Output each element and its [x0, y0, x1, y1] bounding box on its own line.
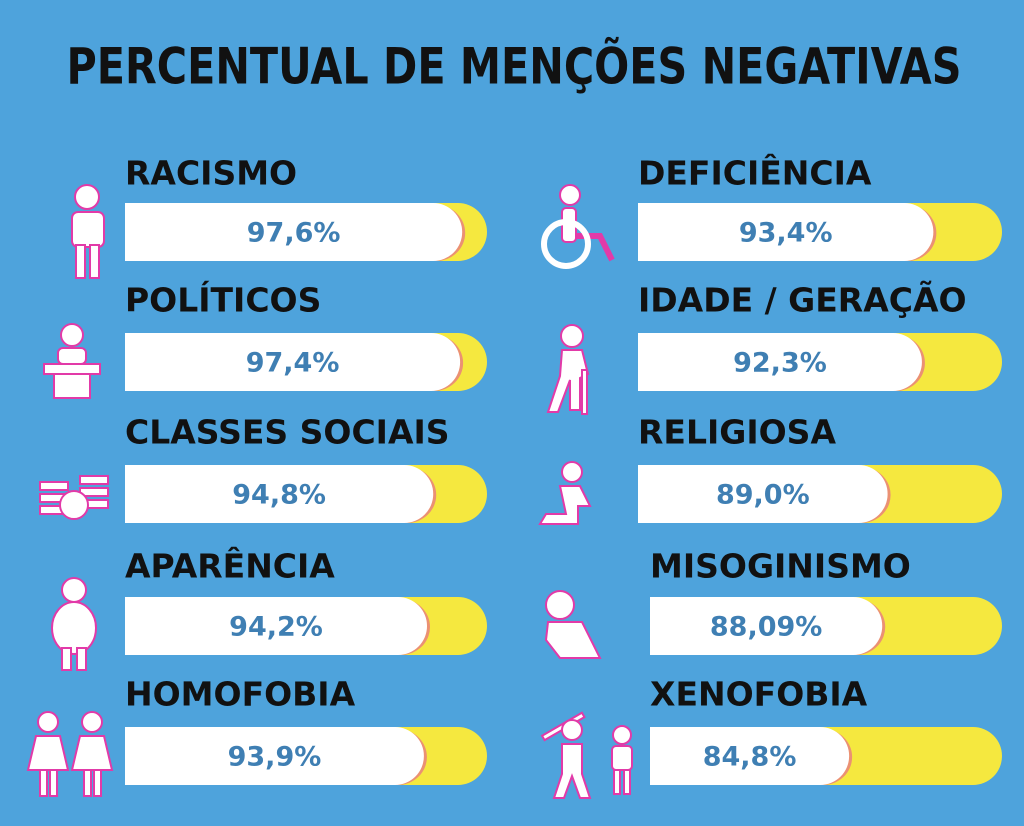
category-label: HOMOFOBIA — [125, 675, 356, 714]
value-label: 97,4% — [246, 348, 340, 379]
value-label: 94,2% — [229, 612, 323, 643]
category-label: XENOFOBIA — [650, 675, 868, 714]
bar-square — [125, 465, 154, 523]
icons — [26, 184, 633, 799]
chart-title: PERCENTUAL DE MENÇÕES NEGATIVAS — [67, 37, 962, 96]
value-label: 89,0% — [716, 480, 810, 511]
bar-square — [125, 597, 154, 655]
value-label: 94,8% — [232, 480, 326, 511]
bar — [125, 465, 434, 523]
bar-square — [638, 333, 667, 391]
bar — [125, 333, 461, 391]
value-label: 97,6% — [247, 218, 341, 249]
category-label: MISOGINISMO — [650, 547, 911, 586]
bar-square — [650, 597, 679, 655]
value-label: 92,3% — [733, 348, 827, 379]
value-label: 84,8% — [703, 742, 797, 773]
bar — [650, 597, 883, 655]
category-label: RELIGIOSA — [638, 413, 836, 452]
value-label: 93,4% — [739, 218, 833, 249]
bar-square — [650, 727, 679, 785]
bar — [125, 727, 424, 785]
bar — [125, 597, 428, 655]
bar-square — [125, 203, 154, 261]
bar-square — [638, 465, 667, 523]
bar-square — [125, 727, 154, 785]
value-label: 93,9% — [228, 742, 322, 773]
category-label: POLÍTICOS — [125, 280, 321, 320]
bar-square — [638, 203, 667, 261]
category-label: APARÊNCIA — [125, 546, 335, 586]
bar — [638, 333, 922, 391]
bar-square — [125, 333, 154, 391]
bar — [638, 203, 934, 261]
category-label: DEFICIÊNCIA — [638, 153, 872, 193]
bar — [650, 727, 850, 785]
category-label: IDADE / GERAÇÃO — [638, 280, 967, 320]
value-label: 88,09% — [710, 612, 822, 643]
bar — [125, 203, 463, 261]
category-label: RACISMO — [125, 154, 297, 193]
bar — [638, 465, 888, 523]
category-label: CLASSES SOCIAIS — [125, 413, 450, 452]
